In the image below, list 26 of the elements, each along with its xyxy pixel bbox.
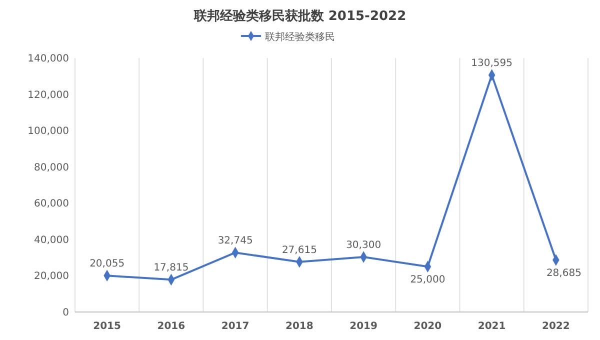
data-label: 25,000 [410,274,446,286]
x-tick-label: 2022 [542,321,570,332]
data-label: 130,595 [471,58,512,70]
y-tick-label: 100,000 [28,126,69,138]
data-label: 20,055 [90,258,125,270]
y-tick-label: 20,000 [34,271,69,282]
x-tick-label: 2019 [350,321,378,332]
x-tick-label: 2020 [414,321,442,332]
y-tick-label: 80,000 [34,162,69,174]
x-tick-label: 2017 [221,321,250,332]
data-label: 30,300 [346,240,382,252]
x-tick-label: 2015 [93,321,122,332]
y-tick-label: 120,000 [28,90,69,101]
y-tick-label: 0 [62,308,69,318]
x-tick-label: 2018 [286,321,314,332]
y-tick-label: 140,000 [28,54,69,64]
chart-title: 联邦经验类移民获批数 2015-2022 [192,8,406,24]
data-label: 32,745 [218,236,253,247]
data-label: 17,815 [154,262,189,274]
x-tick-label: 2021 [478,321,506,332]
data-label: 27,615 [282,244,317,256]
legend-label: 联邦经验类移民 [265,31,335,43]
y-tick-label: 40,000 [34,234,69,246]
data-label: 28,685 [546,268,582,279]
y-tick-label: 60,000 [34,198,69,210]
x-tick-label: 2016 [157,321,186,332]
